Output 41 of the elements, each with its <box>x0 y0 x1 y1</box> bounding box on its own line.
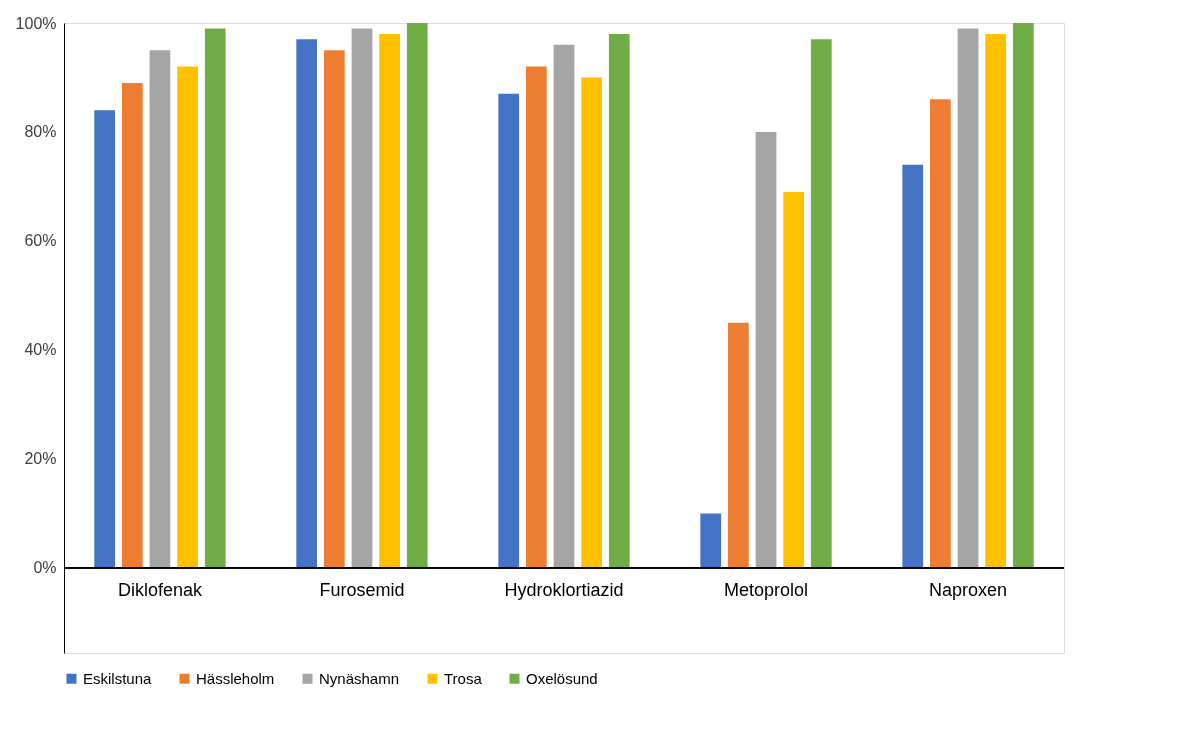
bar <box>902 164 924 568</box>
y-tick-label: 40% <box>24 341 57 359</box>
bar <box>121 82 143 568</box>
bar <box>296 39 318 568</box>
bar <box>608 33 630 568</box>
bar <box>783 191 805 568</box>
bar <box>728 322 749 568</box>
bar <box>1012 23 1034 568</box>
legend-label: Nynäshamn <box>319 669 400 687</box>
bar <box>204 28 226 568</box>
bar <box>985 33 1007 568</box>
bar <box>406 23 428 568</box>
bar <box>379 33 400 568</box>
y-tick-label: 0% <box>33 559 57 577</box>
bar <box>177 66 198 568</box>
x-tick-label: Naproxen <box>929 579 1008 600</box>
bar <box>810 39 832 568</box>
legend-label: Eskilstuna <box>83 669 153 687</box>
bar <box>755 132 777 568</box>
x-tick-label: Metoprolol <box>724 579 809 600</box>
y-tick-label: 60% <box>24 232 57 250</box>
y-tick-label: 20% <box>24 450 57 468</box>
bar <box>581 77 603 568</box>
bar <box>323 50 345 568</box>
bar <box>553 44 575 568</box>
legend-label: Trosa <box>444 669 483 687</box>
legend-label: Hässleholm <box>196 669 275 687</box>
bar <box>957 28 979 568</box>
x-tick-label: Hydroklortiazid <box>504 579 624 600</box>
bar <box>94 110 116 568</box>
y-tick-label: 80% <box>24 123 57 141</box>
bar <box>700 513 722 568</box>
x-tick-label: Diklofenak <box>117 579 203 600</box>
bar <box>149 50 171 568</box>
bar <box>351 28 373 568</box>
bar <box>930 99 951 568</box>
bar <box>498 93 520 568</box>
x-tick-label: Furosemid <box>319 579 405 600</box>
y-tick-label: 100% <box>15 14 57 32</box>
legend-label: Oxelösund <box>526 669 598 687</box>
bar <box>525 66 547 568</box>
